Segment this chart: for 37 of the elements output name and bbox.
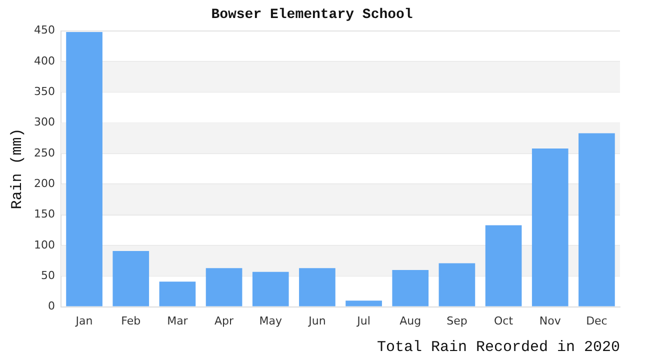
x-tick-label: Feb — [121, 314, 141, 328]
y-tick-label: 250 — [34, 146, 55, 160]
x-tick-label: Jul — [356, 314, 370, 328]
y-tick-label: 450 — [34, 24, 55, 37]
bar — [159, 282, 196, 306]
y-tick-label: 350 — [34, 84, 55, 98]
y-tick-label: 0 — [48, 300, 55, 313]
bar — [112, 250, 150, 306]
chart-title: Bowser Elementary School — [211, 6, 413, 23]
bar — [66, 32, 102, 306]
bar — [252, 272, 289, 306]
y-tick-label: 400 — [34, 54, 55, 68]
bar — [346, 300, 382, 306]
x-tick-label: Mar — [167, 314, 188, 328]
x-tick-label: May — [259, 314, 282, 328]
y-tick-label: 200 — [34, 176, 55, 190]
y-tick-label: 150 — [34, 208, 55, 221]
x-tick-label: Jan — [74, 314, 93, 328]
bar — [485, 225, 522, 306]
bar — [438, 263, 476, 306]
x-tick-label: Sep — [446, 314, 468, 328]
x-tick-label: Jun — [308, 314, 326, 328]
x-tick-label: Oct — [494, 314, 514, 328]
bar — [578, 133, 615, 306]
bar — [299, 268, 336, 306]
bar — [206, 268, 242, 306]
x-tick-label: Aug — [400, 314, 422, 328]
y-tick-label: 100 — [34, 238, 55, 252]
y-tick-label: 300 — [34, 116, 55, 129]
x-tick-label: Nov — [539, 314, 562, 328]
bar — [392, 270, 429, 306]
x-tick-label: Dec — [586, 314, 608, 328]
y-tick-label: 50 — [40, 268, 55, 282]
x-axis-title: Total Rain Recorded in 2020 — [376, 338, 620, 356]
bar — [532, 148, 568, 306]
x-tick-label: Apr — [214, 314, 234, 328]
y-axis-title: Rain (mm) — [8, 128, 26, 210]
